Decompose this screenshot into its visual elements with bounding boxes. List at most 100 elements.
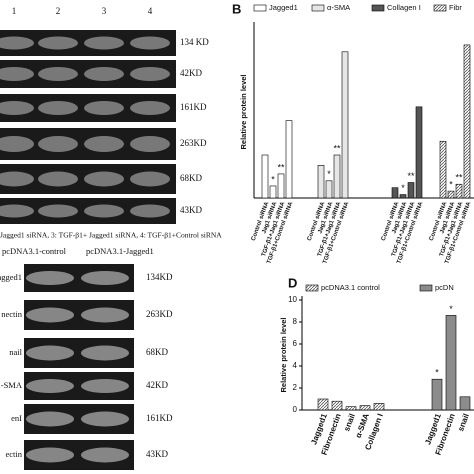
band — [38, 136, 78, 152]
row-name: ectin — [5, 449, 22, 459]
lane-label: 3 — [102, 6, 107, 16]
row-label: 161KD — [146, 413, 173, 423]
row-label: 43KD — [146, 449, 168, 459]
legend-swatch — [433, 4, 447, 12]
bar — [359, 405, 371, 411]
row-name: enI — [11, 413, 22, 423]
row-label: 263KD — [146, 309, 173, 319]
significance: * — [327, 169, 331, 179]
band — [38, 204, 78, 218]
bar — [325, 180, 333, 199]
bar — [399, 194, 407, 199]
y-axis-label: Relative protein level — [279, 317, 288, 392]
bar — [447, 190, 455, 199]
lane-label: pcDNA3.1-control — [2, 246, 67, 256]
panel-letter: B — [232, 1, 241, 16]
row-label: 161KD — [180, 102, 207, 112]
significance: ** — [333, 143, 341, 153]
band — [84, 36, 124, 50]
legend-swatch — [253, 4, 267, 12]
bar — [415, 106, 423, 199]
row-name: nectin — [1, 309, 23, 319]
y-axis-label: Relative protein level — [239, 74, 248, 149]
caption: Jagged1 siRNA, 3: TGF-β1+ Jagged1 siRNA,… — [0, 231, 222, 240]
band — [130, 101, 170, 115]
legend-swatch — [371, 4, 385, 12]
row-name: agged1 — [0, 272, 22, 282]
bar — [317, 165, 325, 199]
band — [84, 67, 124, 81]
bar — [439, 140, 447, 199]
row-label: 134 KD — [180, 37, 209, 47]
y-tick-label: 4 — [293, 361, 298, 370]
bar — [373, 403, 385, 411]
bar — [331, 400, 343, 411]
band — [81, 307, 129, 323]
band — [81, 345, 129, 361]
significance: ** — [407, 171, 415, 181]
significance: * — [435, 368, 439, 378]
row-label: 43KD — [180, 205, 202, 215]
row-label: 42KD — [180, 68, 202, 78]
significance: ** — [455, 173, 463, 183]
bar — [445, 315, 457, 411]
legend-label: pcDNA3.1 control — [321, 283, 380, 292]
y-tick-label: 10 — [288, 295, 297, 304]
bar — [317, 398, 329, 411]
significance: * — [401, 183, 405, 193]
band — [26, 379, 74, 393]
legend-swatch — [311, 4, 325, 12]
lane-label: pcDNA3.1-Jagged1 — [86, 246, 154, 256]
band — [130, 171, 170, 187]
row-label: 68KD — [180, 173, 202, 183]
legend-label: Collagen I — [387, 3, 421, 12]
bar — [341, 51, 349, 199]
significance: * — [449, 304, 453, 314]
y-tick-label: 8 — [293, 317, 298, 326]
x-tick-label: snail — [342, 412, 357, 432]
y-tick-label: 6 — [293, 339, 298, 348]
band — [38, 36, 78, 50]
band — [84, 171, 124, 187]
bar — [277, 173, 285, 199]
band — [26, 307, 74, 323]
y-tick-label: 0 — [293, 405, 298, 414]
bar — [459, 396, 471, 411]
significance: ** — [277, 162, 285, 172]
x-tick-label: snail — [456, 412, 471, 432]
bar — [269, 185, 277, 199]
band — [0, 171, 34, 187]
legend-label: pcDN — [435, 283, 454, 292]
row-label: 134KD — [146, 272, 173, 282]
band — [0, 67, 34, 81]
legend-label: α-SMA — [327, 3, 350, 12]
band — [38, 171, 78, 187]
band — [26, 411, 74, 427]
band — [0, 36, 34, 50]
row-name: -SMA — [1, 380, 23, 390]
bar — [345, 406, 357, 411]
lane-label: 4 — [148, 6, 153, 16]
band — [130, 136, 170, 152]
significance: * — [449, 179, 453, 189]
panel-letter: D — [288, 275, 297, 290]
bar — [431, 378, 443, 411]
band — [26, 447, 74, 463]
band — [130, 67, 170, 81]
row-name: nail — [9, 347, 22, 357]
row-label: 68KD — [146, 347, 168, 357]
row-label: 42KD — [146, 380, 168, 390]
band — [81, 447, 129, 463]
legend-swatch — [305, 284, 319, 292]
bar — [333, 154, 341, 199]
band — [0, 136, 34, 152]
bar — [455, 183, 463, 199]
bar — [407, 182, 415, 199]
band — [26, 271, 74, 285]
band — [0, 101, 34, 115]
row-label: 263KD — [180, 138, 207, 148]
band — [130, 204, 170, 218]
bar — [285, 120, 293, 199]
legend-label: Jagged1 — [269, 3, 298, 12]
